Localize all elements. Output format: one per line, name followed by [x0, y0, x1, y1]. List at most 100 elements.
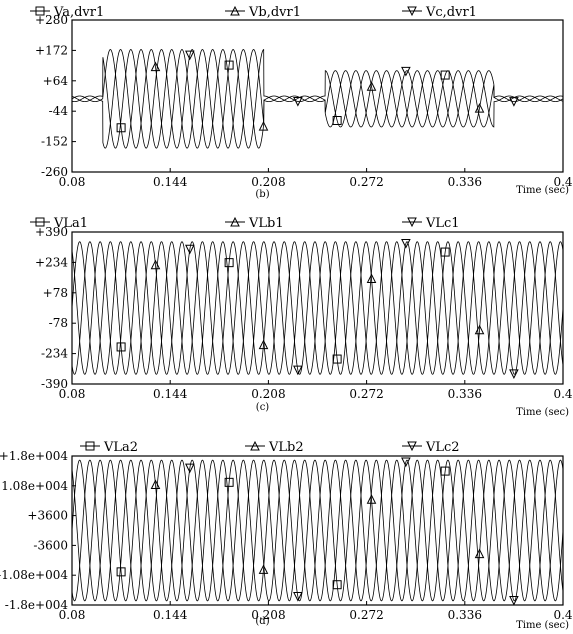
- x-tick-label: 0.4: [553, 608, 572, 622]
- panel-label: (c): [256, 402, 270, 413]
- series-marker-3: [185, 244, 195, 255]
- legend-marker-icon: [250, 440, 260, 451]
- y-tick-label: +234: [35, 255, 68, 269]
- x-tick-label: 0.272: [349, 387, 383, 401]
- series-line-2: [72, 241, 563, 375]
- x-tick-label: 0.208: [251, 387, 285, 401]
- x-tick-label: 0.208: [251, 175, 285, 189]
- panel-label: (b): [255, 189, 269, 200]
- panel-label: (d): [255, 616, 269, 627]
- x-axis-label: Time (sec): [516, 185, 569, 196]
- x-tick-label: 0.4: [553, 175, 572, 189]
- series-marker-3: [293, 96, 303, 107]
- x-axis-label: Time (sec): [516, 407, 569, 418]
- legend-label: Vb,dvr1: [248, 5, 301, 20]
- legend-label: VLa2: [103, 440, 138, 455]
- panel-d: 0.08 0.144 0.208 0.272 0.336 0.4 +1.8e+004 +1.0…: [0, 440, 573, 631]
- y-tick-label: -1.8e+004: [5, 598, 69, 612]
- x-tick-label: 0.336: [448, 175, 482, 189]
- series-marker-2: [366, 494, 377, 504]
- legend-marker-icon: [35, 6, 45, 16]
- x-tick-label: 0.08: [59, 387, 86, 401]
- x-tick-label: 0.08: [59, 608, 86, 622]
- series-line-2: [72, 459, 563, 602]
- series-marker-1: [332, 354, 342, 364]
- series-marker-1: [116, 342, 126, 352]
- legend-label: VLb1: [248, 216, 284, 231]
- series-marker-1: [116, 123, 126, 133]
- legend-label: VLb2: [268, 440, 304, 455]
- x-tick-label: 0.144: [153, 608, 188, 622]
- series-marker-1: [332, 116, 342, 126]
- y-tick-label: -3600: [33, 538, 68, 552]
- legend-marker-icon: [35, 217, 45, 227]
- series-marker-2: [366, 273, 377, 284]
- series-line-2: [72, 49, 563, 149]
- series-marker-1: [440, 466, 450, 476]
- y-tick-label: -1.08e+004: [0, 568, 68, 582]
- legend-label: Vc,dvr1: [425, 5, 477, 20]
- x-tick-label: 0.144: [153, 175, 188, 189]
- series-marker-2: [258, 339, 269, 350]
- legend-marker-icon: [85, 441, 95, 451]
- series-line-3: [72, 49, 563, 149]
- panel-c: 0.08 0.144 0.208 0.272 0.336 0.4 +390 +234 +78 -7…: [30, 216, 573, 418]
- y-tick-label: -44: [49, 104, 69, 118]
- series-marker-1: [224, 258, 234, 268]
- series-line-1: [72, 459, 563, 602]
- series-marker-3: [293, 591, 303, 602]
- series-marker-3: [509, 595, 519, 606]
- series-marker-1: [224, 477, 234, 487]
- y-tick-label: +1.08e+004: [0, 479, 68, 493]
- y-tick-label: -78: [49, 316, 68, 330]
- legend-label: VLa1: [53, 216, 88, 231]
- series-marker-3: [401, 66, 411, 77]
- series-marker-2: [366, 81, 377, 91]
- x-tick-label: 0.144: [153, 387, 188, 401]
- y-tick-label: -234: [41, 347, 68, 361]
- y-tick-label: +390: [35, 225, 68, 239]
- panel-b: 0.08 0.144 0.208 0.272 0.336 0.4 +280 +172 +64 -4…: [30, 5, 573, 200]
- series-marker-3: [401, 238, 411, 249]
- legend-marker-icon: [230, 216, 240, 227]
- legend-label: Va,dvr1: [53, 5, 104, 20]
- y-tick-label: +64: [43, 74, 69, 88]
- x-tick-label: 0.336: [448, 608, 482, 622]
- series-marker-3: [185, 463, 195, 474]
- series-marker-1: [440, 247, 450, 257]
- series-marker-1: [332, 580, 342, 590]
- series-marker-1: [440, 70, 450, 80]
- x-tick-label: 0.272: [349, 608, 383, 622]
- legend-marker-icon: [407, 217, 417, 228]
- legend-label: VLc2: [425, 440, 460, 455]
- series-marker-3: [509, 369, 519, 380]
- y-tick-label: +172: [35, 43, 68, 57]
- y-tick-label: -152: [41, 135, 68, 149]
- legend-marker-icon: [230, 5, 240, 16]
- legend-marker-icon: [407, 441, 417, 452]
- legend-marker-icon: [407, 6, 417, 17]
- y-tick-label: +78: [43, 286, 68, 300]
- x-tick-label: 0.208: [251, 608, 285, 622]
- series-marker-1: [116, 567, 126, 577]
- series-marker-2: [258, 120, 269, 131]
- x-tick-label: 0.08: [59, 175, 86, 189]
- series-marker-3: [509, 97, 519, 107]
- x-tick-label: 0.272: [349, 175, 383, 189]
- y-tick-label: -390: [41, 377, 68, 391]
- series-marker-3: [401, 457, 411, 468]
- legend-label: VLc1: [425, 216, 460, 231]
- series-marker-2: [258, 564, 269, 574]
- y-tick-label: -260: [41, 165, 68, 179]
- series-marker-3: [185, 50, 195, 61]
- x-tick-label: 0.4: [553, 387, 572, 401]
- x-tick-label: 0.336: [448, 387, 482, 401]
- series-line-1: [72, 241, 563, 375]
- series-marker-3: [293, 365, 303, 376]
- series-line-3: [72, 241, 563, 375]
- series-line-1: [72, 48, 563, 149]
- x-axis-label: Time (sec): [516, 620, 569, 631]
- series-marker-1: [224, 60, 234, 70]
- y-tick-label: +1.8e+004: [0, 449, 68, 463]
